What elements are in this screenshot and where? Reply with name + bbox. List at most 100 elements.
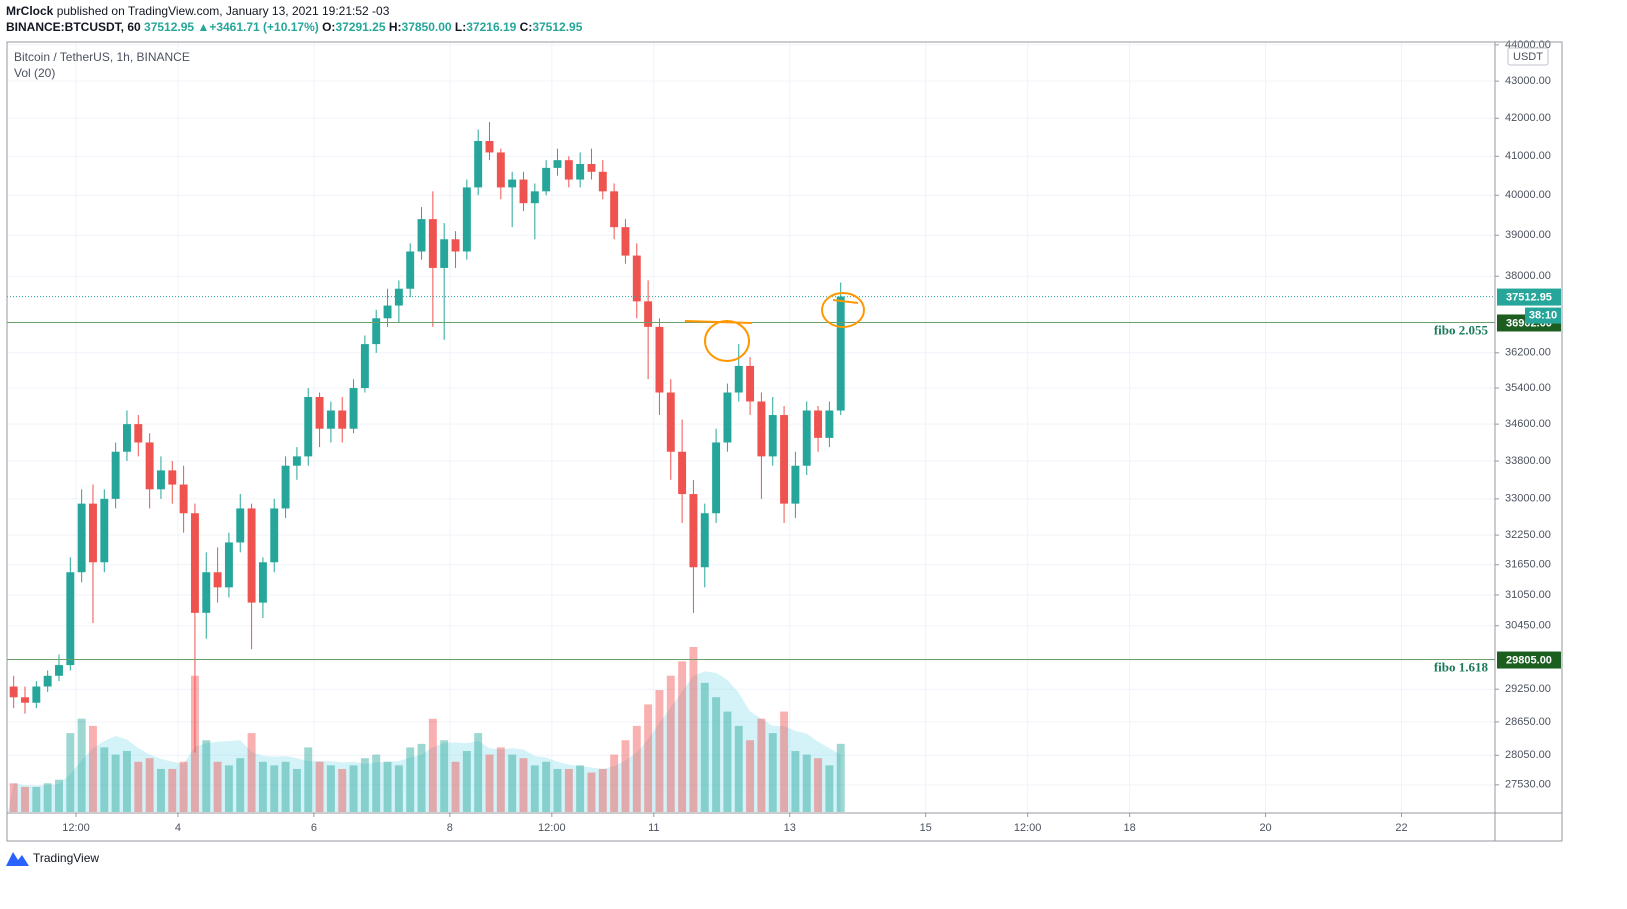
y-tick-label: 33800.00: [1505, 455, 1551, 467]
candle-body: [258, 562, 267, 603]
volume-bar: [610, 754, 619, 812]
candle-body: [598, 171, 607, 192]
candle-body: [428, 219, 437, 268]
candle-body: [802, 410, 811, 466]
volume-bar: [542, 761, 551, 812]
open: 37291.25: [335, 20, 385, 34]
candle-body: [43, 675, 52, 687]
currency: USDT: [1513, 51, 1543, 63]
l-label: L:: [455, 20, 466, 34]
currency-box: [1507, 47, 1549, 66]
volume-bar: [757, 718, 766, 812]
drawn-circle: [704, 320, 750, 362]
candle-body: [746, 365, 755, 402]
candle-body: [587, 164, 596, 172]
close: 37512.95: [532, 20, 582, 34]
candle-body: [610, 191, 619, 228]
x-tick-label: 12:00: [62, 822, 90, 834]
volume-bar: [315, 761, 324, 812]
candle-body: [621, 227, 630, 256]
candle-body: [394, 288, 403, 306]
x-tick-label: 13: [784, 822, 796, 834]
volume-pane: [8, 647, 845, 812]
volume-bar: [55, 779, 63, 812]
volume-bar: [474, 733, 483, 812]
volume-bar: [564, 768, 573, 812]
y-tick-label: 43000.00: [1505, 75, 1551, 87]
x-tick-label: 4: [175, 822, 181, 834]
volume-bar: [406, 747, 415, 812]
last-price: 37512.95: [1506, 291, 1552, 303]
volume-bar: [587, 772, 596, 812]
candle-body: [689, 494, 698, 568]
volume-bar: [802, 754, 811, 812]
y-tick-label: 28650.00: [1505, 716, 1551, 728]
candle-body: [836, 296, 845, 411]
x-tick-label: 12:00: [538, 822, 566, 834]
x-tick-label: 18: [1123, 822, 1135, 834]
indicator-name: Vol (20): [14, 66, 55, 80]
candle-body: [440, 239, 449, 268]
volume-bar: [553, 768, 562, 812]
candle-body: [474, 140, 483, 188]
candle-body: [666, 392, 675, 452]
volume-bar: [134, 761, 143, 812]
volume-bar: [304, 747, 313, 812]
y-tick-label: 42000.00: [1505, 112, 1551, 124]
y-tick-label: 34600.00: [1505, 418, 1551, 430]
candle-body: [213, 572, 222, 588]
y-tick-label: 38000.00: [1505, 270, 1551, 282]
candle-body: [496, 152, 505, 188]
level-price: 29805.00: [1506, 654, 1552, 666]
candle-body: [122, 424, 131, 452]
candle-body: [632, 255, 641, 302]
annotations: [684, 292, 865, 362]
candle-body: [304, 396, 313, 457]
volume-bar: [292, 768, 301, 812]
y-tick-label: 35400.00: [1505, 382, 1551, 394]
volume-bar: [202, 740, 211, 812]
candle-body: [360, 344, 369, 389]
volume-bar: [780, 711, 789, 812]
volume-bar: [394, 765, 403, 812]
grid: 44000.0043000.0042000.0041000.0040000.00…: [7, 39, 1551, 834]
volume-bar: [258, 761, 267, 812]
x-tick-label: 6: [311, 822, 317, 834]
candle-body: [21, 697, 29, 703]
candle-body: [55, 665, 63, 676]
candle-body: [723, 392, 732, 443]
drawn-circle: [821, 292, 865, 328]
level-name: fibo 2.055: [1434, 322, 1489, 337]
volume-bar: [700, 682, 709, 812]
y-tick-label: 32250.00: [1505, 529, 1551, 541]
candle-body: [700, 513, 709, 568]
publish-line: MrClock published on TradingView.com, Ja…: [6, 4, 390, 18]
x-tick-label: 12:00: [1014, 822, 1042, 834]
volume-bar: [417, 743, 426, 812]
level-price-box: [1497, 651, 1561, 669]
candle-body: [462, 187, 471, 252]
y-tick-label: 31650.00: [1505, 559, 1551, 571]
volume-bar: [678, 661, 687, 812]
volume-ma-area: [8, 671, 841, 812]
volume-bar: [168, 768, 177, 812]
y-tick-label: 29250.00: [1505, 683, 1551, 695]
candles: [9, 122, 845, 753]
volume-bar: [746, 740, 755, 812]
candle-body: [530, 191, 539, 204]
volume-bar: [360, 758, 369, 812]
volume-bar: [224, 765, 233, 812]
candle-body: [564, 160, 573, 180]
candle-body: [9, 686, 18, 698]
arrow: ▲: [197, 20, 209, 34]
volume-bar: [576, 765, 585, 812]
y-tick-label: 31050.00: [1505, 589, 1551, 601]
volume-bar: [768, 733, 777, 812]
volume-bar: [530, 765, 539, 812]
change: +3461.71 (+10.17%): [209, 20, 318, 34]
candle-body: [383, 305, 392, 319]
candle-body: [32, 686, 41, 703]
volume-bar: [666, 675, 675, 812]
